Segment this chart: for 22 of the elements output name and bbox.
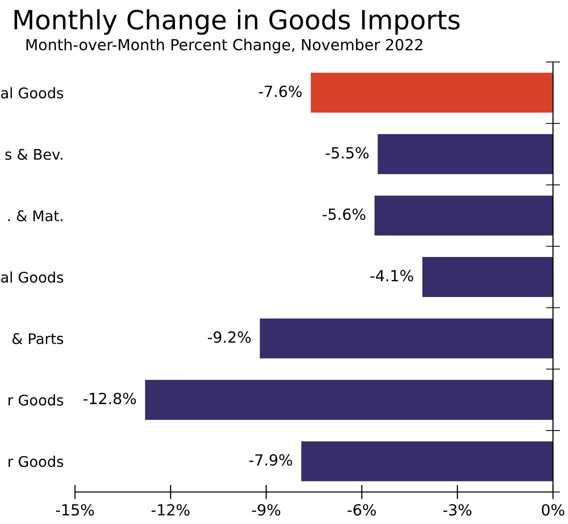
- data-label: -5.5%: [326, 147, 369, 159]
- x-tick-label: -3%: [443, 504, 472, 516]
- y-tick-label: & Parts: [12, 333, 64, 344]
- y-tick-label: . & Mat.: [8, 210, 62, 222]
- data-label: -7.9%: [249, 454, 292, 466]
- y-tick-label: al Goods: [1, 87, 64, 98]
- x-tick-label: -12%: [152, 504, 190, 516]
- y-tick-label: r Goods: [8, 456, 64, 468]
- data-label: -5.6%: [322, 208, 366, 220]
- data-label: -4.1%: [370, 270, 414, 282]
- y-tick-label: al Goods: [1, 271, 64, 283]
- chart-subtitle: Month-over-Month Percent Change, November 2022: [26, 38, 422, 54]
- data-label: -12.8%: [83, 392, 136, 404]
- y-tick-label: s & Bev.: [5, 148, 62, 160]
- y-tick-label: r Goods: [8, 394, 64, 406]
- data-label: -7.6%: [258, 86, 302, 98]
- x-tick-label: 0%: [542, 504, 564, 516]
- data-label: -9.2%: [208, 331, 251, 343]
- x-tick-label: -6%: [348, 504, 376, 516]
- chart-title: Monthly Change in Goods Imports: [14, 9, 460, 35]
- x-tick-label: -15%: [56, 504, 94, 516]
- x-tick-label: -9%: [252, 504, 280, 516]
